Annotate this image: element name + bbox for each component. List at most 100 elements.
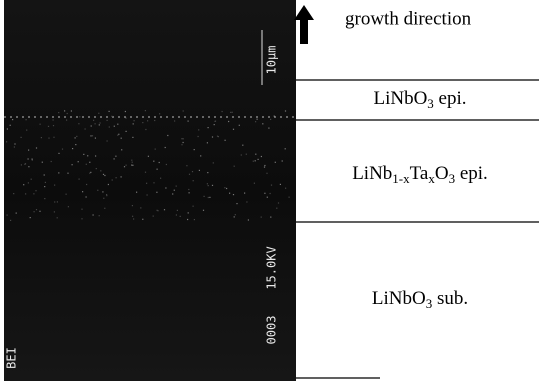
speckle <box>261 217 262 218</box>
speckle <box>166 164 167 165</box>
speckle <box>180 216 181 217</box>
speckle <box>234 166 235 167</box>
speckle <box>107 140 108 141</box>
speckle <box>255 160 256 161</box>
speckle <box>121 176 122 177</box>
speckle <box>215 121 216 122</box>
speckle <box>147 120 148 121</box>
speckle <box>154 120 155 121</box>
speckle <box>234 216 235 217</box>
label-text: epi. <box>434 88 467 109</box>
speckle <box>228 121 229 122</box>
speckle <box>207 142 208 143</box>
speckle <box>176 214 177 215</box>
speckle <box>95 155 96 156</box>
speckle <box>145 129 146 130</box>
speckle <box>132 216 133 217</box>
speckle <box>224 187 225 188</box>
speckle <box>157 210 158 211</box>
speckle <box>165 147 166 148</box>
speckle <box>125 111 126 112</box>
speckle <box>285 148 286 149</box>
speckle <box>145 172 146 173</box>
speckle <box>181 144 182 145</box>
speckle <box>89 173 90 174</box>
speckle <box>124 166 125 167</box>
speckle <box>36 209 37 210</box>
speckle <box>230 112 231 113</box>
speckle <box>14 146 15 147</box>
label-text: sub. <box>432 288 468 309</box>
speckle <box>232 112 233 113</box>
speckle <box>86 196 87 197</box>
speckle <box>282 160 283 161</box>
speckle <box>194 149 195 150</box>
speckle <box>159 113 160 114</box>
speckle <box>95 138 96 139</box>
speckle <box>186 165 187 166</box>
speckle <box>28 182 29 183</box>
speckle <box>208 197 209 198</box>
speckle <box>146 183 147 184</box>
speckle <box>54 185 55 186</box>
speckle <box>44 186 45 187</box>
speckle <box>145 110 146 111</box>
speckle <box>13 193 14 194</box>
speckle <box>121 149 122 150</box>
speckle <box>174 190 175 191</box>
speckle <box>212 185 213 186</box>
speckle <box>93 214 94 215</box>
speckle <box>142 122 143 123</box>
speckle <box>209 197 210 198</box>
speckle <box>235 214 236 215</box>
speckle <box>72 164 73 165</box>
speckle <box>54 201 55 202</box>
speckle <box>280 184 281 185</box>
speckle <box>253 161 254 162</box>
speckle <box>71 110 72 111</box>
speckle <box>57 217 58 218</box>
speckle <box>241 154 242 155</box>
speckle <box>140 207 141 208</box>
speckle <box>7 215 8 216</box>
speckle <box>271 185 272 186</box>
speckle <box>255 154 256 155</box>
speckle <box>126 131 127 132</box>
speckle <box>26 119 27 120</box>
speckle <box>114 126 115 127</box>
speckle <box>199 170 200 171</box>
speckle <box>6 141 7 142</box>
speckle <box>7 128 8 129</box>
speckle <box>66 194 67 195</box>
speckle <box>204 196 205 197</box>
speckle <box>226 188 227 189</box>
speckle <box>58 112 59 113</box>
layer-label: LiNbO3 epi. <box>373 88 466 111</box>
speckle <box>16 213 17 214</box>
speckle <box>107 120 108 121</box>
label-text: LiNbO <box>372 288 426 309</box>
speckle <box>248 219 249 220</box>
frame-label: 0003 <box>265 316 279 345</box>
speckle <box>78 123 79 124</box>
speckle <box>109 126 110 127</box>
speckle <box>82 191 83 192</box>
speckle <box>28 158 29 159</box>
speckle <box>264 193 265 194</box>
speckle <box>254 183 255 184</box>
speckle <box>222 111 223 112</box>
speckle <box>53 119 54 120</box>
speckle <box>40 124 41 125</box>
speckle <box>10 125 11 126</box>
speckle <box>100 170 101 171</box>
speckle <box>54 211 55 212</box>
speckle <box>208 185 209 186</box>
speckle <box>48 126 49 127</box>
speckle <box>81 218 82 219</box>
speckle <box>81 209 82 210</box>
speckle <box>203 210 204 211</box>
speckle <box>51 161 52 162</box>
speckle <box>28 150 29 151</box>
label-text: epi. <box>455 163 488 184</box>
speckle <box>285 110 286 111</box>
